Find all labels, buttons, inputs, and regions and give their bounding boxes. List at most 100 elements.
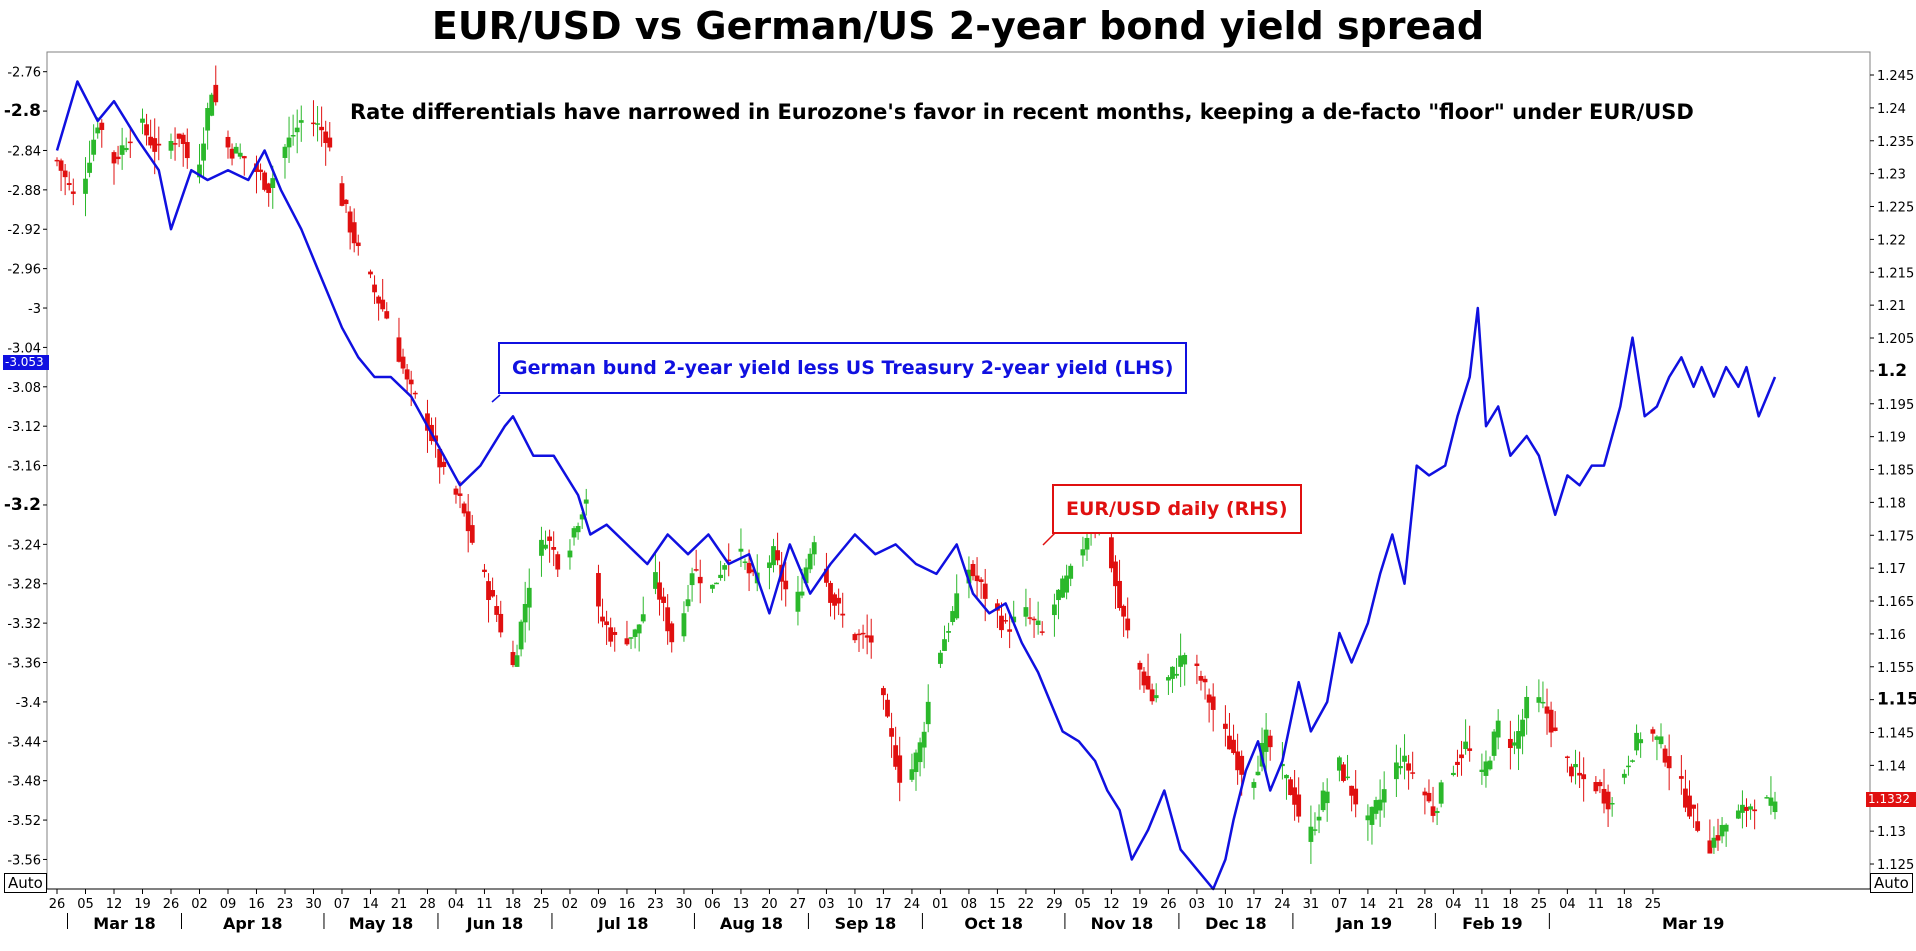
candle-body [526, 587, 532, 608]
candle-body [144, 124, 149, 136]
x-day-label: 05 [1075, 897, 1092, 912]
x-day-label: 27 [790, 897, 807, 912]
x-day-label: 24 [904, 897, 921, 912]
candle-body [767, 562, 772, 568]
candle-body [205, 108, 211, 131]
candle-body [685, 599, 691, 607]
candle-body [1324, 791, 1330, 804]
callout-connector-blue [491, 394, 501, 403]
candle-body [982, 583, 988, 599]
candle-body [596, 573, 601, 607]
candle-body [1312, 829, 1318, 831]
candle-body [95, 127, 101, 134]
candle-body [66, 183, 72, 185]
candle-body [384, 311, 390, 319]
candle-body [1581, 774, 1587, 780]
x-day-label: 04 [1445, 897, 1462, 912]
right-tick-label: 1.22 [1877, 233, 1906, 248]
candle-body [1711, 837, 1717, 848]
candle-body [1064, 575, 1070, 593]
candle-body [632, 629, 638, 637]
candle-body [860, 632, 866, 635]
x-day-label: 10 [1217, 897, 1234, 912]
right-tick-label: 1.195 [1877, 398, 1914, 413]
right-tick-label: 1.2 [1877, 361, 1907, 381]
candle-body [938, 652, 943, 664]
candle-body [1365, 815, 1371, 821]
candle-body [1410, 772, 1416, 774]
candle-body [1194, 663, 1200, 666]
candle-body [482, 569, 487, 572]
candle-body [1691, 804, 1696, 809]
candle-body [518, 621, 524, 650]
candle-body [83, 178, 88, 194]
candle-body [1467, 748, 1473, 751]
candle-body [1263, 729, 1269, 752]
candle-body [1740, 804, 1745, 813]
left-current-value-tag: -3.053 [3, 355, 49, 370]
candle-body [270, 178, 276, 188]
candle-body [404, 369, 410, 380]
candle-body [1536, 697, 1542, 703]
candle-body [286, 137, 292, 148]
left-tick-label: -2.96 [7, 263, 41, 278]
right-tick-label: 1.24 [1877, 102, 1906, 117]
candle-body [1023, 607, 1029, 617]
candle-body [1182, 654, 1188, 665]
x-day-label: 10 [847, 897, 864, 912]
x-day-label: 11 [1588, 897, 1605, 912]
candle-body [1251, 782, 1257, 788]
candle-body [490, 590, 496, 597]
auto-scale-right-button[interactable]: Auto [1870, 873, 1913, 893]
x-day-label: 28 [419, 897, 436, 912]
candle-body [1353, 788, 1359, 805]
candle-body [1011, 616, 1017, 623]
candle-body [1227, 735, 1232, 750]
x-day-label: 17 [875, 897, 892, 912]
candle-body [1650, 729, 1656, 734]
spread-series-label: German bund 2-year yield less US Treasur… [498, 342, 1188, 394]
candle-body [1137, 662, 1143, 670]
candle-body [600, 616, 605, 622]
candle-body [1052, 604, 1057, 616]
candle-body [811, 542, 817, 555]
candle-body [1369, 806, 1375, 825]
candle-body [237, 152, 243, 157]
candle-body [1593, 782, 1599, 792]
plot-area[interactable] [46, 51, 1871, 890]
candle-body [913, 752, 919, 773]
candle-body [795, 591, 801, 612]
candle-body [1153, 695, 1159, 699]
left-tick-label: -2.92 [7, 223, 41, 238]
right-tick-label: 1.205 [1877, 332, 1914, 347]
candle-body [547, 536, 553, 541]
candle-body [1601, 788, 1607, 804]
right-tick-label: 1.165 [1877, 595, 1914, 610]
candle-body [1719, 824, 1725, 837]
left-tick-label: -3 [28, 302, 41, 317]
x-month-label: Jun 18 [466, 914, 524, 933]
auto-scale-left-button[interactable]: Auto [4, 873, 47, 893]
candle-body [1027, 617, 1033, 619]
left-tick-label: -2.76 [7, 66, 41, 81]
candle-body [1422, 791, 1428, 796]
candle-body [946, 631, 951, 633]
candle-body [1544, 706, 1550, 714]
candle-body [184, 142, 190, 159]
candle-body [425, 413, 430, 431]
candle-body [1630, 760, 1635, 762]
candle-body [119, 145, 125, 155]
x-day-label: 09 [220, 897, 237, 912]
candle-body [1117, 580, 1122, 609]
candle-body [824, 568, 829, 583]
candle-body [612, 631, 618, 635]
candle-body [225, 136, 231, 148]
candle-body [1284, 774, 1289, 779]
left-tick-label: -3.36 [7, 657, 41, 672]
candle-body [1638, 739, 1644, 744]
candle-body [889, 728, 894, 737]
candle-body [400, 356, 406, 369]
x-day-label: 11 [476, 897, 493, 912]
candle-body [1626, 765, 1631, 768]
x-month-label: Jan 19 [1335, 914, 1392, 933]
